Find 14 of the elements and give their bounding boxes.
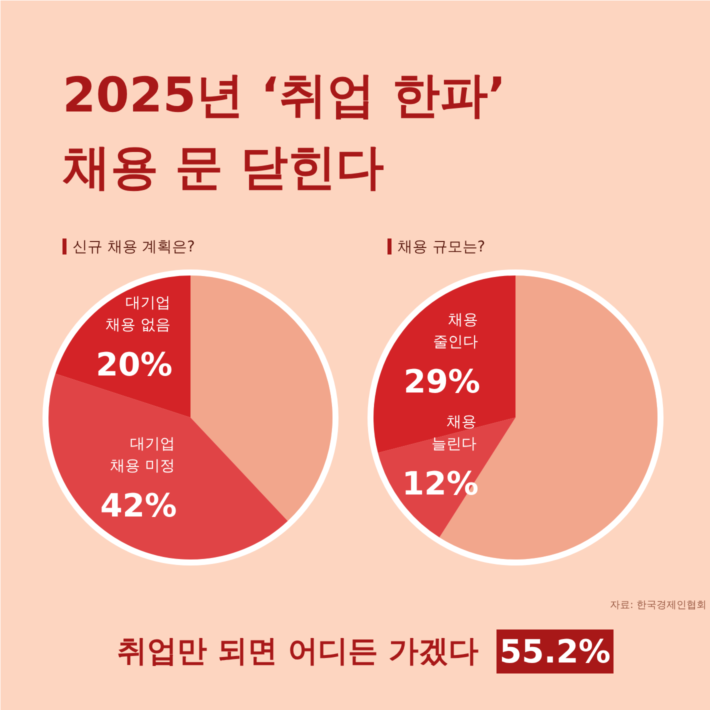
text: 자료: 한국경제인협회 — [610, 600, 707, 611]
chart-title: 신규 채용 계획은? — [72, 238, 195, 256]
data-label: 42% — [100, 486, 177, 524]
text: 55.2% — [500, 632, 611, 670]
text: 취업만 되면 어디든 가겠다 — [117, 634, 479, 669]
slice-label: 대기업 채용 없음 — [106, 294, 170, 334]
data-label: 29% — [404, 362, 480, 400]
data-label: 12% — [402, 464, 479, 503]
slice-label: 대기업 채용 미정 — [110, 434, 175, 474]
chart-title: 채용 규모는? — [398, 238, 486, 256]
text: 2025년 ‘취업 한파’ 채용 문 닫힌다 — [62, 68, 506, 196]
slice-label: 채용 줄인다 — [433, 310, 478, 350]
data-label: 20% — [96, 346, 172, 384]
slice-label: 채용 늘린다 — [432, 412, 477, 453]
